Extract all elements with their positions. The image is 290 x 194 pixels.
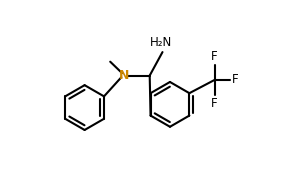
Text: N: N [119, 69, 129, 82]
Text: H₂N: H₂N [150, 36, 173, 49]
Text: F: F [211, 50, 217, 63]
Text: F: F [232, 73, 238, 86]
Text: F: F [211, 97, 217, 110]
